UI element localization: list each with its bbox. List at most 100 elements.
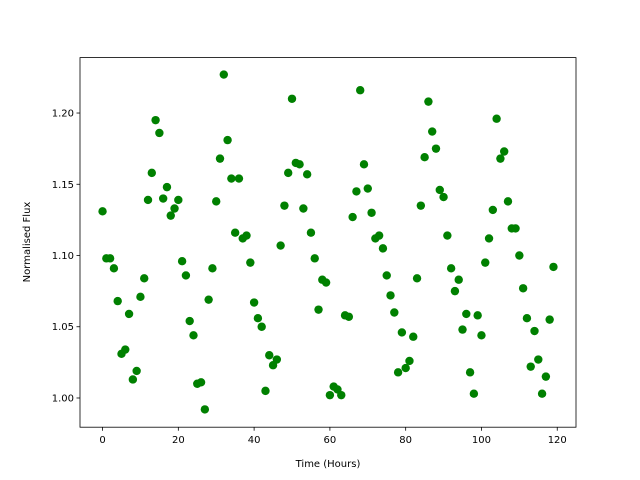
point — [166, 211, 175, 220]
axes-frame — [79, 57, 577, 428]
point — [287, 94, 297, 103]
point — [454, 275, 463, 284]
point — [393, 368, 403, 377]
point — [151, 115, 160, 125]
point — [363, 184, 372, 193]
point — [382, 271, 391, 280]
point — [416, 201, 426, 210]
point — [443, 231, 452, 240]
point — [435, 185, 444, 195]
x-tick-label: 40 — [248, 435, 261, 446]
point — [530, 326, 539, 336]
point — [140, 274, 149, 283]
point — [113, 296, 122, 306]
y-axis-label: Normalised Flux — [22, 202, 33, 283]
point — [181, 271, 191, 280]
point — [299, 204, 308, 213]
point — [170, 204, 179, 213]
point — [439, 192, 448, 202]
point — [496, 154, 505, 163]
point — [227, 174, 236, 183]
point — [412, 274, 422, 283]
point — [265, 351, 274, 360]
point — [446, 264, 456, 273]
y-tick-label: 1.20 — [52, 109, 74, 120]
point — [541, 372, 551, 381]
y-tick-label: 1.00 — [52, 393, 74, 404]
point — [230, 228, 240, 237]
point — [348, 212, 357, 222]
point — [473, 311, 482, 320]
point — [390, 308, 399, 317]
point — [367, 208, 376, 217]
point — [219, 70, 228, 79]
point — [174, 195, 183, 205]
x-tick-label: 0 — [99, 435, 105, 446]
point — [185, 316, 194, 326]
point — [314, 305, 323, 314]
point — [208, 264, 217, 273]
point — [200, 405, 210, 414]
x-tick-label: 120 — [548, 435, 567, 446]
point — [462, 309, 471, 319]
point — [469, 389, 479, 398]
point — [128, 375, 138, 384]
point — [488, 205, 498, 215]
point — [549, 262, 558, 272]
point — [325, 390, 335, 400]
point — [405, 356, 414, 366]
point — [356, 86, 365, 95]
point — [223, 135, 232, 145]
point — [124, 309, 134, 319]
point — [526, 362, 535, 371]
point — [121, 345, 130, 354]
point — [98, 207, 107, 216]
point — [302, 170, 312, 179]
point — [359, 160, 369, 169]
point — [257, 322, 266, 331]
point — [136, 292, 145, 302]
point — [295, 160, 304, 169]
point — [481, 258, 490, 267]
point — [344, 312, 354, 321]
point — [284, 168, 293, 178]
point — [337, 390, 346, 400]
y-tick-label: 1.05 — [52, 322, 74, 333]
point — [109, 264, 119, 273]
point — [306, 228, 316, 237]
point — [272, 355, 282, 364]
point — [276, 241, 285, 250]
y-tick-label: 1.10 — [52, 251, 74, 262]
point — [143, 195, 153, 205]
x-tick-label: 20 — [172, 435, 185, 446]
point — [196, 378, 206, 387]
x-axis-label: Time (Hours) — [295, 459, 361, 470]
point — [147, 168, 157, 178]
point — [105, 254, 115, 263]
point — [310, 254, 319, 263]
point — [246, 258, 255, 267]
point — [242, 231, 251, 240]
point — [162, 182, 172, 192]
point — [177, 257, 187, 266]
point — [450, 286, 460, 296]
point — [428, 127, 437, 136]
point — [158, 194, 168, 203]
point — [424, 97, 433, 106]
point — [261, 386, 270, 396]
point — [204, 295, 213, 304]
point — [458, 325, 467, 334]
point — [522, 314, 532, 323]
point — [374, 231, 384, 240]
point — [477, 331, 486, 340]
point — [249, 298, 259, 307]
point — [431, 144, 441, 153]
point — [234, 174, 244, 183]
point — [545, 315, 554, 324]
point — [503, 197, 513, 206]
x-tick-label: 60 — [324, 435, 337, 446]
point — [518, 284, 528, 293]
point — [212, 197, 221, 206]
point — [499, 147, 509, 156]
